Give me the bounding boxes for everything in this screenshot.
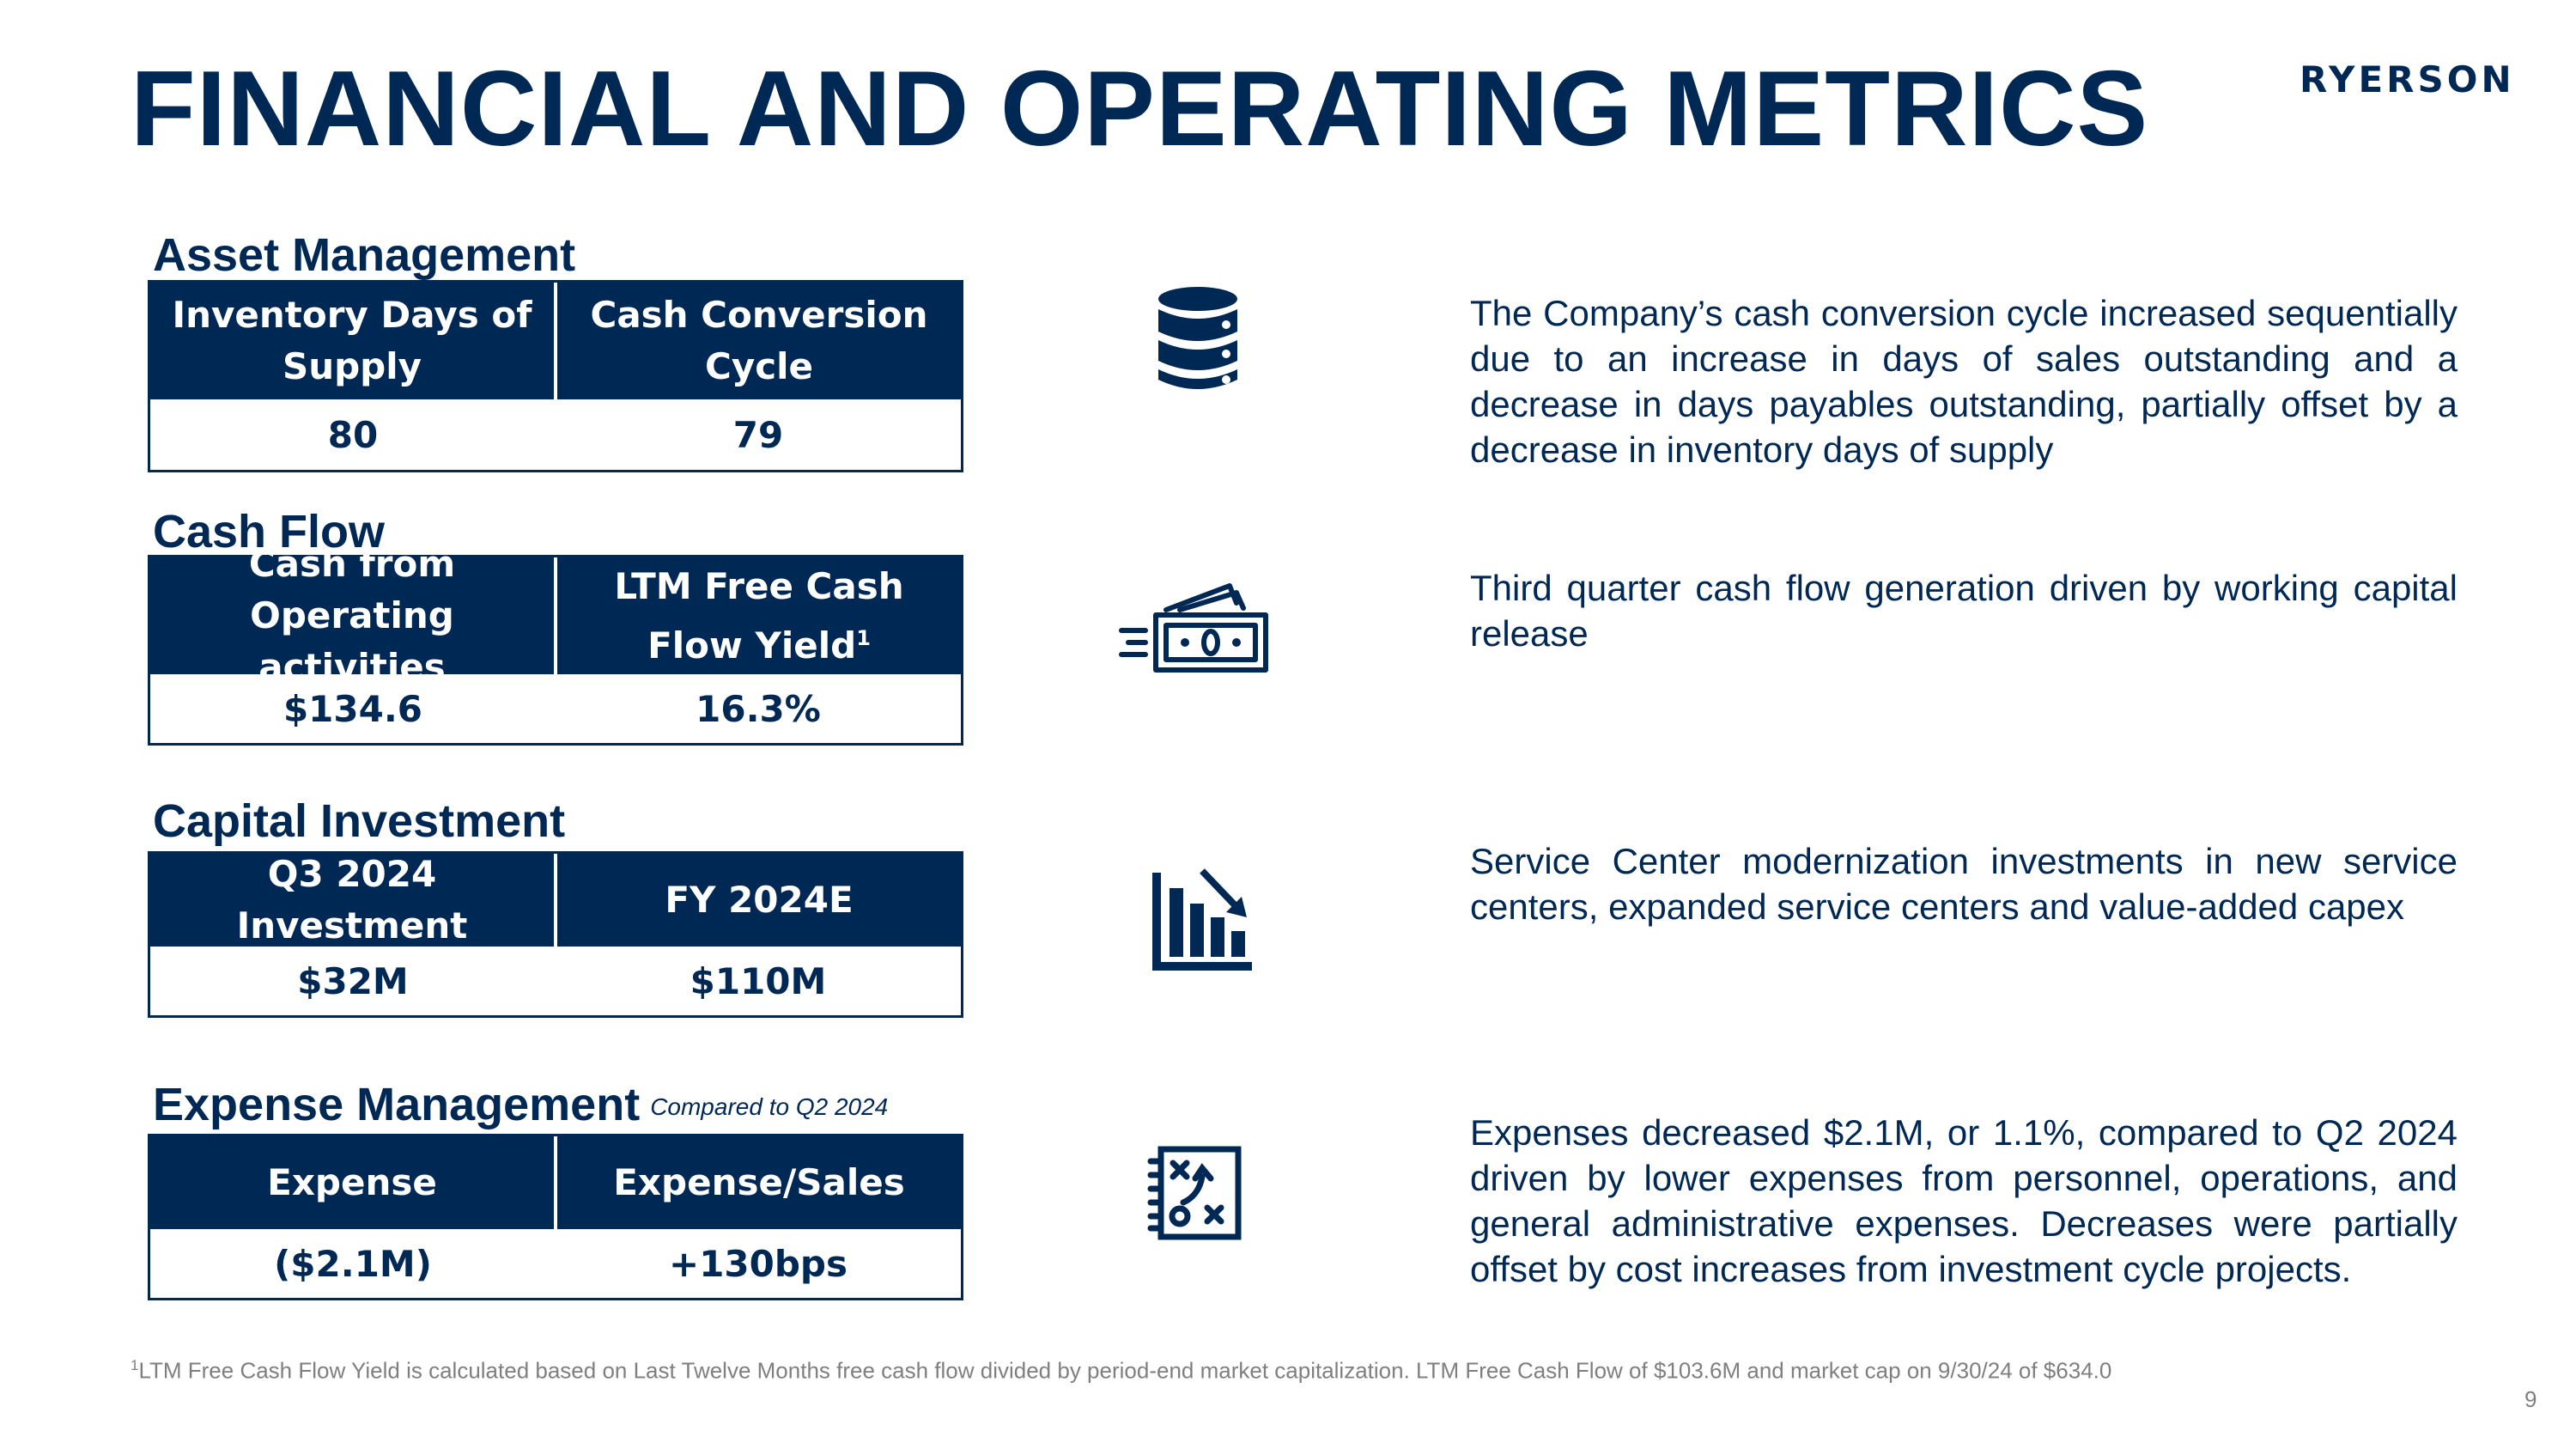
table-value-cell: ($2.1M) [274, 1242, 432, 1285]
capital-investment-description: Service Center modernization investments… [1470, 841, 2458, 927]
comparison-note: Compared to Q2 2024 [650, 1093, 889, 1120]
table-header-cell: Expense [150, 1136, 557, 1229]
section-title-asset-management: Asset Management [153, 229, 576, 281]
asset-management-table: Inventory Days of Supply Cash Conversion… [148, 280, 963, 472]
page-number: 9 [2524, 1386, 2537, 1412]
asset-management-description: The Company’s cash conversion cycle incr… [1470, 293, 2458, 470]
table-header-cell: Cash Conversion Cycle [590, 294, 928, 387]
database-icon [1158, 287, 1237, 389]
footnote: 1LTM Free Cash Flow Yield is calculated … [131, 1357, 2111, 1385]
table-header-cell: Cash from Operating activities [150, 543, 557, 688]
table-value-cell: 16.3% [696, 687, 821, 730]
section-title-capital-investment: Capital Investment [153, 795, 566, 847]
cash-flow-description: Third quarter cash flow generation drive… [1470, 568, 2458, 654]
capital-investment-table: Q3 2024 Investment FY 2024E $32M $110M [148, 851, 963, 1018]
table-header-row: Q3 2024 Investment FY 2024E [150, 853, 961, 947]
table-value-row: $32M $110M [150, 947, 961, 1015]
section-title-expense-management: Expense Management Compared to Q2 2024 [153, 1077, 888, 1140]
table-value-cell: +130bps [669, 1242, 848, 1285]
bar-chart-icon [1152, 868, 1252, 971]
table-value-cell: $110M [690, 959, 827, 1002]
cash-flow-table: Cash from Operating activities LTM Free … [148, 543, 963, 746]
table-header-cell: FY 2024E [665, 879, 854, 921]
footnote-marker: 1 [856, 625, 871, 650]
table-value-row: $134.6 16.3% [150, 674, 961, 743]
expense-management-table: Expense Expense/Sales ($2.1M) +130bps [148, 1134, 963, 1300]
table-value-cell: 80 [327, 413, 379, 456]
table-header-row: Inventory Days of Supply Cash Conversion… [150, 283, 961, 399]
table-header-cell: Q3 2024 Investment [150, 853, 557, 947]
cash-money-icon [1119, 583, 1268, 673]
page-title: FINANCIAL AND OPERATING METRICS [131, 50, 2149, 168]
table-header-row: Cash from Operating activities LTM Free … [150, 543, 961, 688]
ryerson-logo: RYERSON [2300, 58, 2515, 100]
table-value-row: 80 79 [150, 399, 961, 470]
expense-management-description: Expenses decreased $2.1M, or 1.1%, compa… [1470, 1112, 2458, 1289]
section-title-cash-flow: Cash Flow [153, 506, 386, 557]
table-value-cell: 79 [732, 413, 784, 456]
strategy-board-icon [1147, 1146, 1242, 1240]
table-value-cell: $134.6 [283, 687, 423, 730]
table-header-text: LTM Free Cash Flow Yield [614, 564, 904, 667]
table-value-row: ($2.1M) +130bps [150, 1229, 961, 1298]
footnote-marker: 1 [131, 1357, 139, 1373]
section-title-text: Expense Management [153, 1079, 641, 1130]
table-header-cell: Inventory Days of Supply [150, 283, 557, 399]
table-header-cell: LTM Free Cash Flow Yield1 [557, 557, 961, 674]
table-header-row: Expense Expense/Sales [150, 1136, 961, 1229]
table-header-cell: Expense/Sales [613, 1161, 905, 1203]
table-value-cell: $32M [297, 959, 409, 1002]
footnote-text: LTM Free Cash Flow Yield is calculated b… [138, 1357, 2112, 1384]
